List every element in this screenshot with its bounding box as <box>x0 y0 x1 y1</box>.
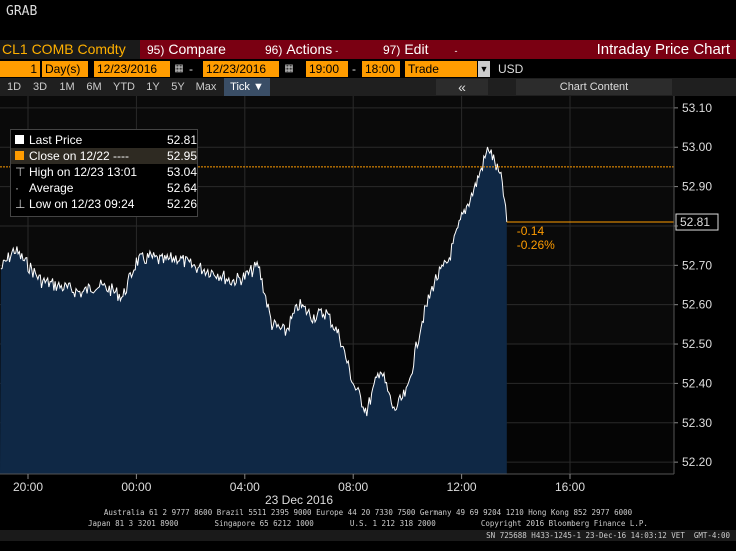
actions-menu[interactable]: 96) Actions - <box>265 40 338 59</box>
time-separator: - <box>352 62 356 76</box>
chart-legend: Last Price 52.81 Close on 12/22 ---- 52.95… <box>10 129 198 217</box>
legend-value: 52.64 <box>167 181 198 195</box>
end-time-input[interactable]: 18:00 <box>362 61 400 77</box>
tf-1d[interactable]: 1D <box>6 81 22 93</box>
average-marker-icon: · <box>15 181 19 195</box>
white-square-icon <box>15 135 24 144</box>
header-bar: CL1 COMB Comdty 95) Compare 96) Actions - 9… <box>0 40 736 59</box>
caret-down-icon: - <box>454 46 458 56</box>
x-tick-label: 16:00 <box>555 480 585 494</box>
x-tick-label: 12:00 <box>447 480 477 494</box>
price-chart[interactable]: 52.81 -0.14 -0.26% 53.1053.0052.9052.705… <box>0 96 736 530</box>
legend-high[interactable]: ⊤ High on 12/23 13:01 53.04 <box>15 164 197 180</box>
y-tick-label: 52.50 <box>682 337 712 351</box>
date-label: 23 Dec 2016 <box>265 493 333 507</box>
legend-value: 53.04 <box>167 165 198 179</box>
legend-label: Low on 12/23 09:24 <box>29 197 135 211</box>
tf-max[interactable]: Max <box>195 81 217 93</box>
field-select[interactable]: Trade <box>405 61 477 77</box>
footer-sn-bar <box>0 530 736 541</box>
last-price-box <box>675 213 719 231</box>
legend-value: 52.26 <box>167 197 198 211</box>
chart-content-button[interactable]: Chart Content <box>516 79 672 95</box>
last-price-tag: 52.81 <box>680 215 710 229</box>
y-tick-label: 53.10 <box>682 101 712 115</box>
menu-number: 95) <box>147 43 165 57</box>
menu-label: Actions <box>286 41 333 57</box>
calendar-icon[interactable]: ▦ <box>284 63 294 74</box>
low-marker-icon: ⊥ <box>15 197 26 211</box>
legend-label: Last Price <box>29 133 83 147</box>
tf-ytd[interactable]: YTD <box>113 81 135 93</box>
price-line <box>0 146 508 417</box>
legend-prior-close[interactable]: Close on 12/22 ---- 52.95 <box>11 148 197 164</box>
menu-number: 97) <box>383 43 401 57</box>
legend-low[interactable]: ⊥ Low on 12/23 09:24 52.26 <box>15 196 197 212</box>
tf-1y[interactable]: 1Y <box>146 81 160 93</box>
price-area-fill <box>0 147 507 474</box>
tf-3d[interactable]: 3D <box>32 81 48 93</box>
chart-content-label: Chart Content <box>559 81 629 93</box>
y-axis: 53.10 53.00 52.90 52.70 52.60 52.50 52.40 52.30… <box>673 96 712 474</box>
x-tick-label: 04:00 <box>230 480 260 494</box>
y-tick-label: 52.60 <box>682 298 712 312</box>
y-tick-label: 53.00 <box>682 140 712 154</box>
legend-label: Close on 12/22 ---- <box>29 149 130 163</box>
menu-number: 96) <box>265 43 283 57</box>
timeframe-bar: 1D 3D 1M 6M YTD 1Y 5Y Max Tick ▼ « Chart… <box>0 78 736 96</box>
period-number-input[interactable]: 1 <box>0 61 40 77</box>
command-line[interactable]: GRAB <box>6 4 38 19</box>
end-date-input[interactable]: 12/23/2016 <box>203 61 279 77</box>
x-tick-label: 00:00 <box>121 480 151 494</box>
legend-value: 52.81 <box>167 133 198 147</box>
calendar-icon[interactable]: ▦ <box>174 63 184 74</box>
legend-last-price[interactable]: Last Price 52.81 <box>15 132 197 148</box>
legend-average[interactable]: · Average 52.64 <box>15 180 197 196</box>
tf-tick[interactable]: Tick ▼ <box>224 78 270 96</box>
caret-down-icon: - <box>335 46 339 56</box>
x-tick-label: 08:00 <box>338 480 368 494</box>
y-tick-label: 52.30 <box>682 416 712 430</box>
menu-label: Compare <box>168 41 226 57</box>
tf-6m[interactable]: 6M <box>86 81 102 93</box>
tf-1m[interactable]: 1M <box>59 81 75 93</box>
change-value: -0.14 <box>517 224 545 238</box>
start-time-input[interactable]: 19:00 <box>306 61 348 77</box>
y-tick-label: 52.90 <box>682 180 712 194</box>
compare-menu[interactable]: 95) Compare <box>147 40 226 59</box>
change-percent: -0.26% <box>517 238 555 252</box>
legend-label: Average <box>29 181 74 195</box>
y-tick-label: 52.40 <box>682 376 712 390</box>
security-ticker[interactable]: CL1 COMB Comdty <box>0 40 140 59</box>
collapse-button[interactable]: « <box>436 79 488 95</box>
high-marker-icon: ⊤ <box>15 165 26 179</box>
y-tick-label: 52.20 <box>682 455 712 469</box>
orange-square-icon <box>15 151 24 160</box>
x-axis: 20:00 00:00 04:00 08:00 12:00 16:00 <box>0 473 674 494</box>
y-tick-label: 52.70 <box>682 258 712 272</box>
currency-label[interactable]: USD <box>498 62 524 76</box>
dropdown-arrow-icon[interactable]: ▼ <box>478 61 490 77</box>
x-tick-label: 20:00 <box>13 480 43 494</box>
page-title: Intraday Price Chart <box>596 41 730 58</box>
legend-value: 52.95 <box>167 149 198 163</box>
footer-contacts-1: Australia 61 2 9777 8600 Brazil 5511 239… <box>103 508 633 517</box>
date-separator: - <box>189 62 193 76</box>
edit-menu[interactable]: 97) Edit - <box>383 40 457 59</box>
period-unit-select[interactable]: Day(s) <box>42 61 88 77</box>
menu-label: Edit <box>404 41 429 57</box>
start-date-input[interactable]: 12/23/2016 <box>94 61 170 77</box>
legend-label: High on 12/23 13:01 <box>29 165 138 179</box>
tf-5y[interactable]: 5Y <box>171 81 185 93</box>
footer-serial: SN 725688 H433-1245-1 23-Dec-16 14:03:12… <box>486 531 730 540</box>
footer-contacts-2: Japan 81 3 3201 8900 Singapore 65 6212 1… <box>88 519 648 528</box>
